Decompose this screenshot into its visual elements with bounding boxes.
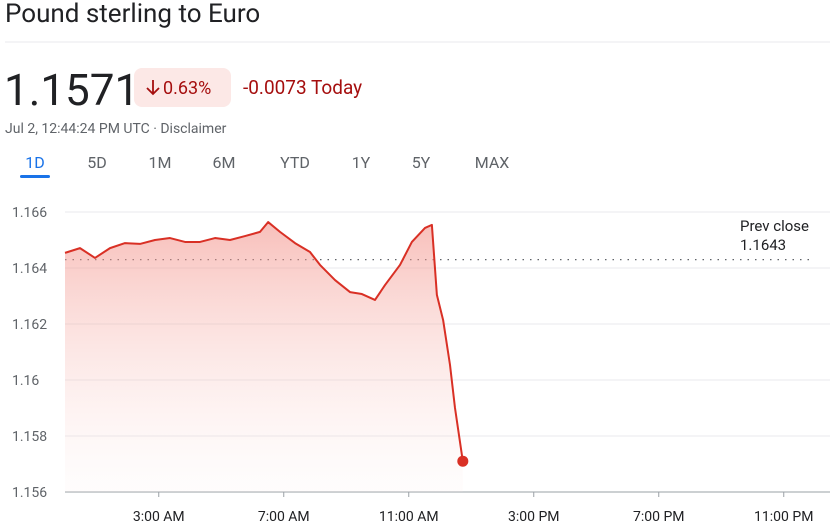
y-tick-label: 1.164	[12, 261, 47, 277]
y-tick-label: 1.158	[12, 429, 47, 445]
range-tab[interactable]: 1D	[25, 153, 45, 172]
range-tab[interactable]: MAX	[475, 153, 510, 172]
down-arrow	[146, 80, 160, 96]
y-tick-label: 1.162	[12, 317, 47, 333]
price: 1.1571	[4, 64, 139, 116]
x-tick-label: 3:00 AM	[133, 509, 185, 525]
range-tab[interactable]: 5D	[87, 153, 107, 172]
change: -0.0073 Today	[243, 76, 362, 99]
prev-close-value: 1.1643	[740, 236, 786, 254]
timestamp[interactable]: Jul 2, 12:44:24 PM UTC · Disclaimer	[5, 121, 227, 137]
title: Pound sterling to Euro	[5, 0, 260, 29]
x-tick-label: 3:00 PM	[508, 509, 560, 525]
x-tick-label: 7:00 AM	[258, 509, 310, 525]
active-tab-indicator	[20, 175, 50, 178]
change-pill	[134, 68, 231, 107]
y-tick-label: 1.156	[12, 485, 47, 501]
y-tick-label: 1.16	[12, 373, 39, 389]
y-tick-label: 1.166	[12, 205, 47, 221]
area-fill	[65, 222, 463, 492]
x-tick-label: 11:00 PM	[754, 509, 813, 525]
range-tab[interactable]: 1M	[149, 153, 172, 172]
change-percent: 0.63%	[163, 78, 211, 99]
x-tick-label: 7:00 PM	[633, 509, 685, 525]
price-line	[64, 221, 464, 462]
prev-close-label: Prev close	[740, 217, 809, 235]
range-tab[interactable]: 1Y	[352, 153, 371, 172]
last-point	[457, 455, 469, 467]
x-tick-label: 11:00 AM	[379, 509, 439, 525]
range-tab[interactable]: 6M	[213, 153, 236, 172]
range-tab[interactable]: YTD	[280, 153, 310, 172]
range-tab[interactable]: 5Y	[412, 153, 431, 172]
